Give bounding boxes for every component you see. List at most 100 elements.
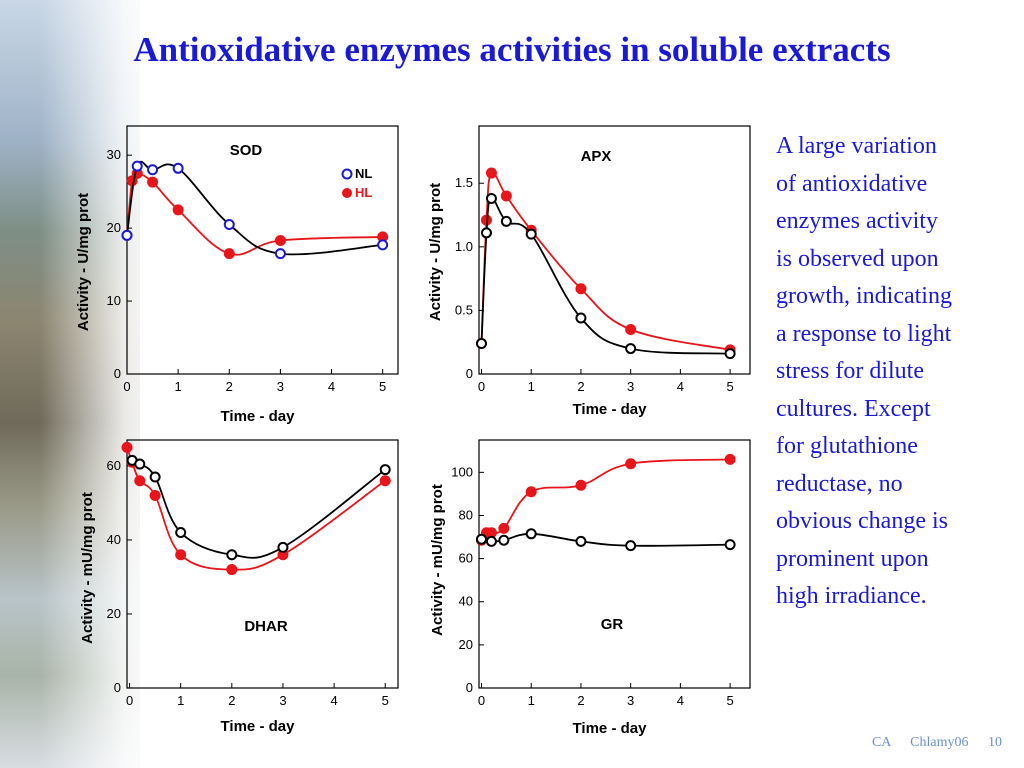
x-tick-label: 2 xyxy=(226,379,233,394)
y-tick-label: 40 xyxy=(459,594,473,609)
plot-frame xyxy=(478,125,751,375)
y-tick-label: 100 xyxy=(451,464,473,479)
data-point-nl xyxy=(379,464,391,476)
data-point-hl xyxy=(525,486,537,498)
y-tick-label: 60 xyxy=(107,458,121,473)
x-tick-label: 3 xyxy=(627,379,634,394)
chart-sod: 0 1 2 3 4 5 0 10 20 30 Time - day Activity - U/mg p… xyxy=(75,125,399,425)
y-tick-label: 0.5 xyxy=(455,302,473,317)
x-tick-label: 2 xyxy=(228,693,235,708)
data-point-nl xyxy=(131,160,143,172)
data-point-nl xyxy=(121,229,133,241)
data-point-hl xyxy=(149,490,161,502)
panel-title: APX xyxy=(581,148,612,165)
x-tick-label: 1 xyxy=(175,379,182,394)
y-axis-title: Activity - mU/mg prot xyxy=(79,492,96,644)
data-point-hl xyxy=(498,522,510,534)
body-line: obvious change is xyxy=(776,508,948,534)
data-point-nl xyxy=(575,312,587,324)
y-tick-label: 60 xyxy=(459,551,473,566)
x-tick-label: 5 xyxy=(379,379,386,394)
footer-author: CA xyxy=(871,735,891,750)
data-point-hl xyxy=(172,204,184,216)
legend-marker-hl xyxy=(342,188,352,198)
x-tick-label: 2 xyxy=(577,379,584,394)
data-point-nl xyxy=(134,458,146,470)
x-tick-label: 4 xyxy=(328,379,335,394)
slide-footer: CA Chlamy06 10 xyxy=(856,735,1002,751)
data-point-nl xyxy=(223,218,235,230)
data-point-nl xyxy=(377,239,389,251)
data-point-nl xyxy=(500,215,512,227)
y-tick-label: 20 xyxy=(107,220,121,235)
x-tick-label: 1 xyxy=(177,693,184,708)
body-line: reductase, no xyxy=(776,470,903,497)
data-point-hl xyxy=(500,190,512,202)
legend-label-hl: HL xyxy=(355,185,372,200)
data-point-hl xyxy=(223,248,235,260)
body-line: is observed upon xyxy=(776,245,939,272)
y-tick-label: 40 xyxy=(107,532,121,547)
data-point-hl xyxy=(175,549,187,561)
x-tick-label: 2 xyxy=(577,693,584,708)
series-line-nl xyxy=(481,532,731,547)
data-point-nl xyxy=(575,535,587,547)
data-point-hl xyxy=(134,475,146,487)
panel-title: DHAR xyxy=(244,618,287,635)
y-tick-label: 1.5 xyxy=(455,175,473,190)
data-point-hl xyxy=(485,167,497,179)
body-line: of antioxidative xyxy=(776,170,928,197)
body-text: A large variation of antioxidative enzym… xyxy=(776,128,1012,616)
data-point-nl xyxy=(480,227,492,239)
data-point-nl xyxy=(525,228,537,240)
x-tick-label: 3 xyxy=(627,693,634,708)
data-point-nl xyxy=(277,541,289,553)
data-point-nl xyxy=(274,248,286,260)
body-line: growth, indicating xyxy=(776,283,952,309)
y-tick-label: 1.0 xyxy=(455,239,473,254)
x-tick-label: 3 xyxy=(277,379,284,394)
data-point-nl xyxy=(485,535,497,547)
x-tick-label: 4 xyxy=(677,693,684,708)
y-tick-label: 0 xyxy=(466,366,473,381)
y-axis-title: Activity - U/mg prot xyxy=(427,183,444,321)
body-line: cultures. Except xyxy=(776,395,931,422)
x-tick-label: 1 xyxy=(528,693,535,708)
x-tick-label: 0 xyxy=(123,379,130,394)
plot-frame xyxy=(126,125,399,375)
plot-frame xyxy=(126,439,399,689)
body-line: high irradiance. xyxy=(776,583,927,609)
data-point-hl xyxy=(226,564,238,576)
data-point-hl xyxy=(121,441,133,453)
series-line-hl xyxy=(480,171,731,351)
data-point-nl xyxy=(625,343,637,355)
body-line: prominent upon xyxy=(776,545,929,572)
x-tick-label: 4 xyxy=(330,693,337,708)
x-axis-title: Time - day xyxy=(221,718,296,735)
x-tick-label: 5 xyxy=(382,693,389,708)
x-tick-label: 1 xyxy=(528,379,535,394)
body-line: enzymes activity xyxy=(776,208,938,234)
data-point-nl xyxy=(475,533,487,545)
chart-dhar: 0 1 2 3 4 5 0 20 40 60 Time - day Activity - mU/mg … xyxy=(79,439,399,735)
data-point-nl xyxy=(226,549,238,561)
data-point-hl xyxy=(625,323,637,335)
y-tick-label: 80 xyxy=(459,507,473,522)
body-line: for glutathione xyxy=(776,433,918,459)
data-point-nl xyxy=(498,534,510,546)
y-tick-label: 20 xyxy=(107,606,121,621)
panel-title: GR xyxy=(601,616,624,633)
y-tick-label: 0 xyxy=(114,366,121,381)
data-point-hl xyxy=(575,479,587,491)
data-point-nl xyxy=(175,527,187,539)
series-line-hl xyxy=(126,447,386,571)
data-point-hl xyxy=(625,458,637,470)
footer-page-number: 10 xyxy=(988,735,1002,750)
data-point-nl xyxy=(625,540,637,552)
x-tick-label: 0 xyxy=(478,693,485,708)
data-point-nl xyxy=(724,348,736,360)
series-line-hl xyxy=(126,171,383,256)
x-axis-title: Time - day xyxy=(221,408,296,425)
background-fade xyxy=(40,0,170,768)
chart-apx: 0 1 2 3 4 5 0 0.5 1.0 1.5 Time - day Activity - U/m… xyxy=(427,125,751,418)
